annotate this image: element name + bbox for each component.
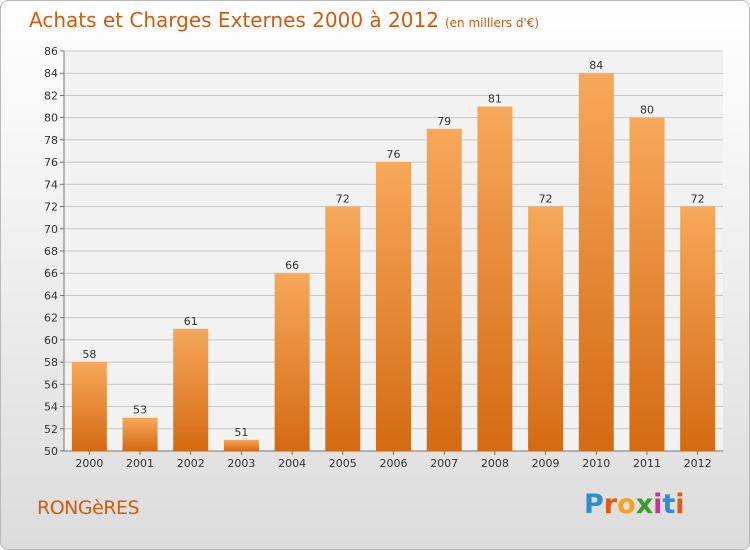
y-tick-label: 70 xyxy=(44,223,58,236)
y-tick-label: 62 xyxy=(44,312,58,325)
x-tick-label: 2003 xyxy=(227,457,255,470)
bar xyxy=(71,362,107,451)
proxiti-logo: Proxiti xyxy=(584,489,685,520)
commune-name: RONGèRES xyxy=(37,497,140,519)
bar-value-label: 72 xyxy=(691,193,705,206)
x-tick-label: 2008 xyxy=(481,457,509,470)
bar xyxy=(223,439,259,451)
bar-value-label: 76 xyxy=(387,148,401,161)
x-tick-label: 2007 xyxy=(430,457,458,470)
logo-letter: i xyxy=(653,489,663,520)
x-tick-label: 2011 xyxy=(633,457,661,470)
chart-title-text: Achats et Charges Externes 2000 à 2012 xyxy=(29,8,439,32)
y-tick-label: 54 xyxy=(44,401,58,414)
bar-value-label: 81 xyxy=(488,93,502,106)
y-tick-label: 50 xyxy=(44,445,58,458)
x-tick-label: 2012 xyxy=(684,457,712,470)
logo-letter: i xyxy=(675,489,685,520)
chart-title: Achats et Charges Externes 2000 à 2012 (e… xyxy=(29,8,539,32)
bar-value-label: 53 xyxy=(133,404,147,417)
y-tick-label: 66 xyxy=(44,267,58,280)
logo-letter: o xyxy=(617,489,636,520)
bar-value-label: 58 xyxy=(82,348,96,361)
x-tick-label: 2010 xyxy=(582,457,610,470)
bar xyxy=(477,106,513,452)
logo-letter: t xyxy=(662,489,676,520)
bar-value-label: 80 xyxy=(640,104,654,117)
x-tick-label: 2004 xyxy=(278,457,306,470)
bar-value-label: 79 xyxy=(437,115,451,128)
x-tick-label: 2005 xyxy=(329,457,357,470)
bar xyxy=(629,117,665,452)
bar xyxy=(274,273,310,451)
y-tick-label: 74 xyxy=(44,178,58,191)
y-tick-label: 86 xyxy=(44,45,58,58)
chart-unit-note: (en milliers d'€) xyxy=(444,16,540,30)
bar-value-label: 72 xyxy=(539,193,553,206)
bar xyxy=(376,162,411,451)
y-tick-label: 68 xyxy=(44,245,58,258)
bar-value-label: 51 xyxy=(234,426,248,439)
logo-letter: x xyxy=(635,489,654,520)
bar xyxy=(122,417,158,451)
bar-value-label: 72 xyxy=(336,193,350,206)
x-tick-label: 2001 xyxy=(126,457,154,470)
bar-value-label: 84 xyxy=(589,59,603,72)
bar xyxy=(578,73,614,451)
x-tick-label: 2002 xyxy=(177,457,205,470)
y-tick-label: 76 xyxy=(44,156,58,169)
x-tick-label: 2009 xyxy=(532,457,560,470)
y-tick-label: 52 xyxy=(44,423,58,436)
logo-letter: P xyxy=(584,489,604,520)
bar-value-label: 66 xyxy=(285,259,299,272)
bar xyxy=(528,206,564,451)
y-tick-label: 84 xyxy=(44,67,58,80)
y-tick-label: 72 xyxy=(44,201,58,214)
y-tick-label: 56 xyxy=(44,378,58,391)
bar xyxy=(173,328,209,451)
y-tick-label: 78 xyxy=(44,134,58,147)
bar xyxy=(426,128,462,451)
x-tick-label: 2006 xyxy=(380,457,408,470)
y-tick-label: 58 xyxy=(44,356,58,369)
bar xyxy=(680,206,716,451)
y-tick-label: 64 xyxy=(44,289,58,302)
x-tick-label: 2000 xyxy=(75,457,103,470)
y-tick-label: 80 xyxy=(44,112,58,125)
y-tick-label: 82 xyxy=(44,89,58,102)
bar xyxy=(325,206,361,451)
y-tick-label: 60 xyxy=(44,334,58,347)
bar-value-label: 61 xyxy=(184,315,198,328)
logo-letter: r xyxy=(603,489,618,520)
